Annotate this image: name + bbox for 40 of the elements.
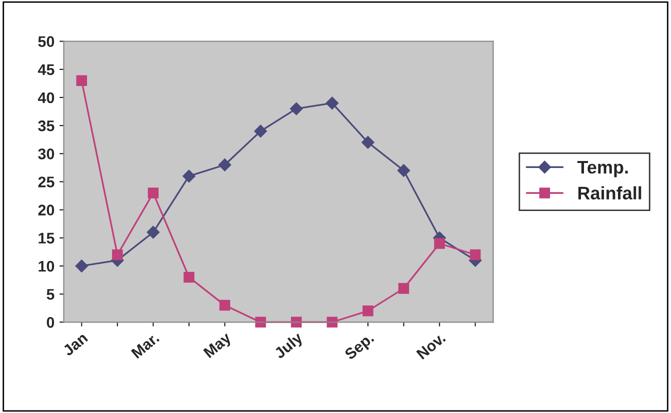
y-tick-label: 10 bbox=[38, 260, 54, 272]
point bbox=[112, 249, 123, 260]
y-tick-label: 50 bbox=[38, 36, 54, 47]
point bbox=[290, 102, 303, 116]
x-tick-label: Mar. bbox=[130, 332, 160, 359]
point bbox=[182, 170, 196, 183]
y-tick-label: 5 bbox=[46, 289, 54, 300]
point bbox=[326, 316, 338, 328]
point bbox=[76, 75, 88, 86]
y-tick-label: 20 bbox=[38, 204, 54, 216]
point bbox=[362, 136, 374, 149]
point bbox=[255, 316, 266, 328]
point bbox=[470, 249, 481, 260]
point bbox=[362, 306, 374, 316]
legend-label: Rainfall bbox=[578, 186, 642, 200]
legend-label: Temp. bbox=[577, 161, 628, 178]
y-tick-label: 30 bbox=[38, 148, 54, 160]
y-tick-label: 25 bbox=[38, 176, 54, 188]
point bbox=[397, 164, 410, 177]
y-tick-label: 45 bbox=[38, 64, 54, 76]
y-tick-label: 35 bbox=[38, 120, 54, 132]
y-tick-label: 15 bbox=[38, 232, 54, 244]
point bbox=[148, 188, 159, 198]
x-tick-label: Nov. bbox=[416, 332, 446, 360]
point bbox=[218, 158, 232, 172]
point bbox=[184, 272, 194, 283]
y-tick-label: 40 bbox=[38, 92, 54, 104]
point bbox=[219, 300, 230, 311]
point bbox=[146, 226, 160, 239]
x-tick-label: May bbox=[203, 332, 234, 361]
point bbox=[290, 316, 302, 328]
point bbox=[398, 283, 410, 294]
point bbox=[75, 260, 88, 272]
x-tick-label: Jan bbox=[62, 332, 88, 357]
x-tick-label: July bbox=[273, 331, 306, 362]
point bbox=[434, 238, 445, 249]
x-tick-label: Sep. bbox=[344, 332, 376, 363]
y-tick-label: 0 bbox=[46, 317, 54, 328]
point bbox=[254, 124, 267, 138]
point bbox=[326, 96, 339, 110]
